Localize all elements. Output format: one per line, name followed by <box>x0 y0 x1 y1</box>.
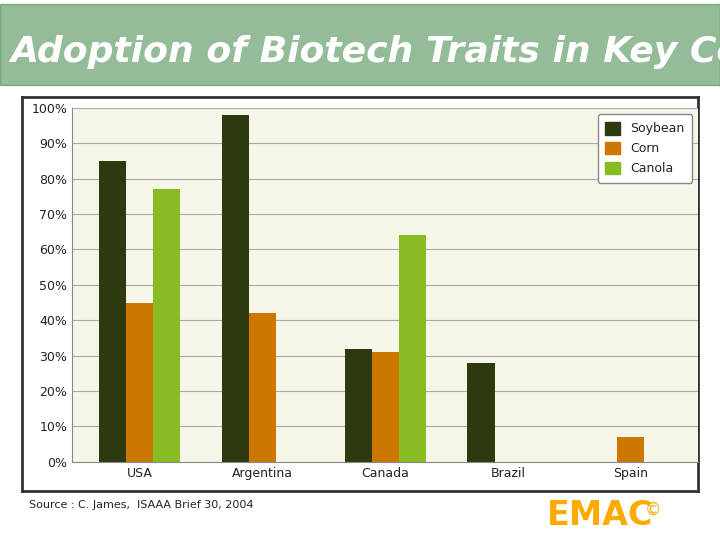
Bar <box>249 313 276 462</box>
Bar <box>345 348 372 462</box>
Bar <box>617 437 644 462</box>
Bar <box>99 161 126 462</box>
Bar <box>399 235 426 462</box>
Text: Adoption of Biotech Traits in Key Country: Adoption of Biotech Traits in Key Countr… <box>11 35 720 69</box>
Bar <box>222 115 249 462</box>
Text: ©: © <box>644 501 661 518</box>
Legend: Soybean, Corn, Canola: Soybean, Corn, Canola <box>598 114 692 183</box>
Bar <box>126 302 153 462</box>
Bar <box>153 190 180 462</box>
Text: EMAC: EMAC <box>547 499 654 532</box>
Bar <box>372 352 399 462</box>
Text: Source : C. James,  ISAAA Brief 30, 2004: Source : C. James, ISAAA Brief 30, 2004 <box>29 500 253 510</box>
Bar <box>467 363 495 462</box>
